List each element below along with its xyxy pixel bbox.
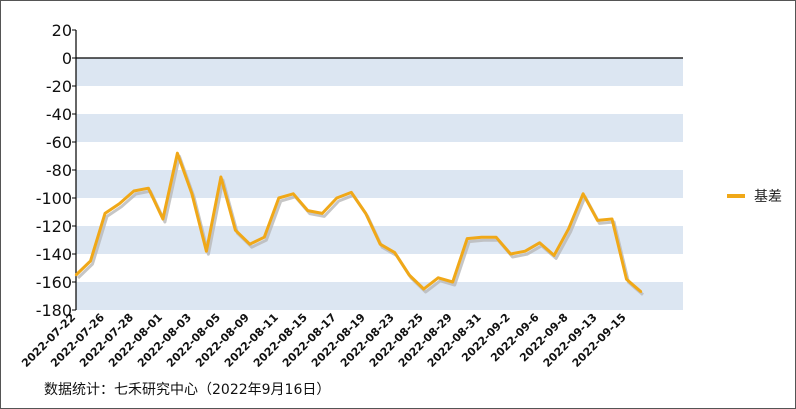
data-point [132, 189, 136, 193]
data-point [74, 273, 78, 277]
y-tick-label: -180 [36, 301, 72, 320]
data-point [321, 212, 324, 215]
series-line [74, 151, 642, 293]
data-point [263, 236, 266, 239]
y-tick-label: 20 [52, 21, 72, 40]
y-tick-label: -120 [36, 217, 72, 236]
data-point [103, 212, 107, 215]
data-point [147, 187, 150, 190]
data-point [567, 227, 570, 230]
data-point [436, 276, 440, 279]
background-band [76, 282, 683, 310]
y-tick-label: -140 [36, 245, 72, 264]
data-point [480, 236, 483, 239]
data-point [335, 196, 338, 200]
data-point [422, 287, 425, 291]
data-point [248, 243, 252, 246]
y-tick-label: -60 [46, 133, 72, 152]
y-tick-label: -100 [36, 189, 72, 208]
data-point [219, 175, 223, 179]
data-point [639, 290, 643, 293]
background-band [76, 114, 683, 142]
data-point [465, 237, 469, 240]
data-point [393, 251, 396, 254]
data-point [523, 250, 527, 253]
data-point [190, 192, 194, 195]
data-point [451, 280, 454, 284]
data-point [552, 254, 556, 257]
data-point [408, 273, 411, 277]
data-point [364, 212, 367, 215]
source-note: 数据统计：七禾研究中心（2022年9月16日） [44, 382, 331, 398]
data-point [306, 209, 309, 212]
data-point [379, 243, 382, 246]
y-tick-label: -40 [46, 105, 72, 124]
data-point [277, 196, 281, 200]
data-point [581, 192, 585, 195]
legend-label: 基差 [754, 188, 782, 205]
data-point [509, 252, 512, 256]
data-point [625, 278, 628, 281]
background-band [76, 58, 683, 86]
data-point [292, 192, 295, 195]
y-tick-label: 0 [62, 49, 72, 68]
data-point [234, 229, 237, 232]
data-point [118, 202, 121, 205]
data-point [538, 241, 541, 244]
y-tick-label: -20 [46, 77, 72, 96]
data-point [176, 152, 179, 155]
data-point [161, 217, 165, 221]
y-tick-label: -80 [46, 161, 72, 180]
data-point [494, 236, 498, 239]
data-point [89, 259, 92, 263]
data-point [350, 191, 353, 194]
data-point [610, 217, 614, 221]
data-point [596, 219, 599, 222]
data-point [205, 250, 208, 253]
y-tick-label: -160 [36, 273, 72, 292]
